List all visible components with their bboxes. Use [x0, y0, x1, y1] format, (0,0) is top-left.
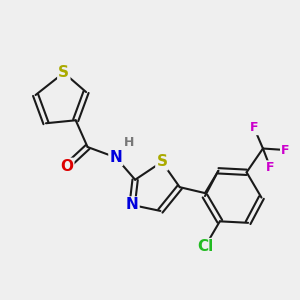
Text: F: F — [250, 121, 258, 134]
Text: S: S — [58, 65, 69, 80]
Text: N: N — [126, 197, 139, 212]
Text: F: F — [266, 161, 275, 174]
Text: H: H — [124, 136, 134, 149]
Text: N: N — [110, 150, 122, 165]
Text: S: S — [156, 154, 167, 169]
Text: O: O — [60, 159, 73, 174]
Text: Cl: Cl — [197, 239, 213, 254]
Text: F: F — [281, 143, 290, 157]
